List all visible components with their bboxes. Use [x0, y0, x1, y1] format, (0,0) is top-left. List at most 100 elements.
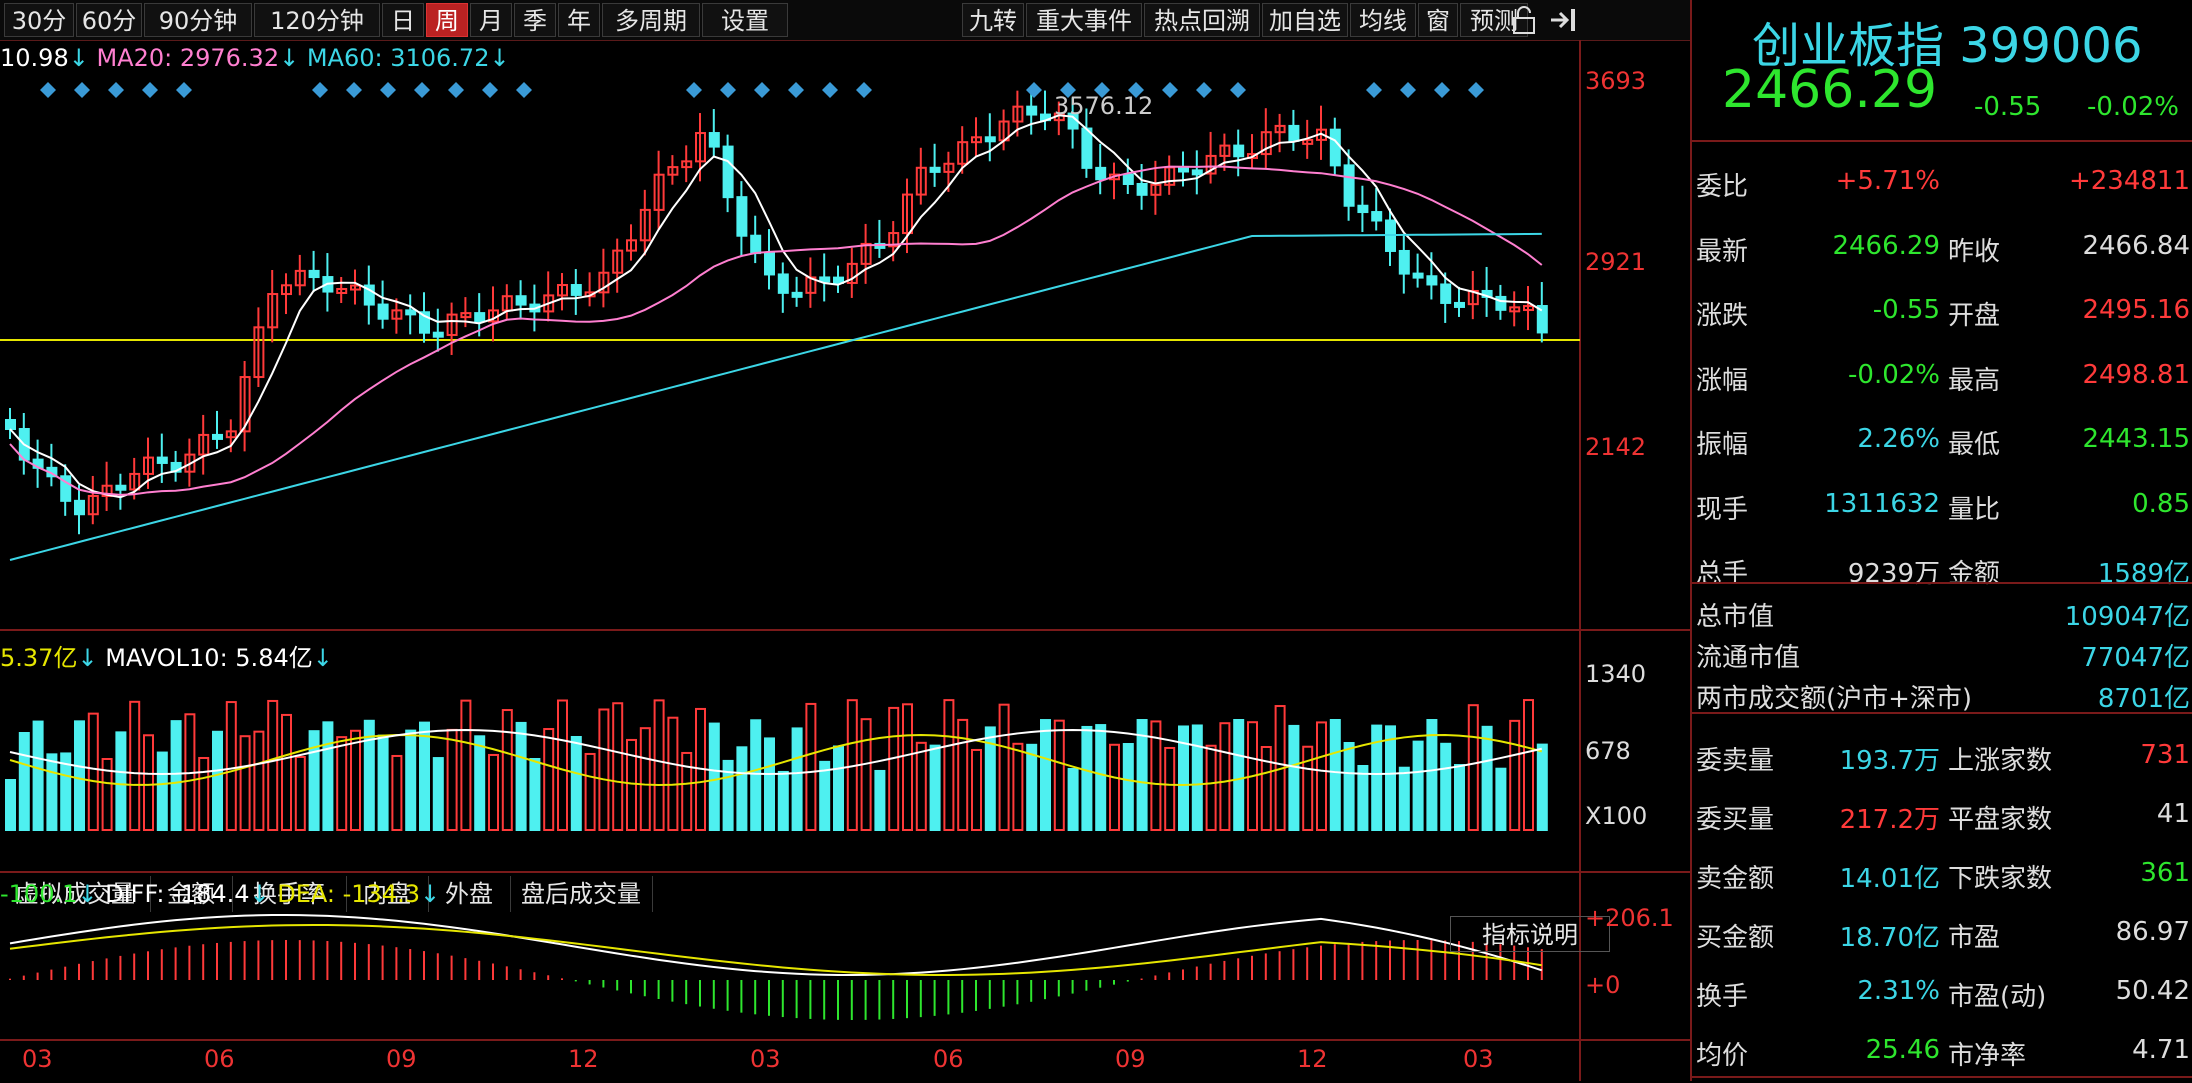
ma5-value: 10.98	[0, 44, 69, 72]
candle-body	[1026, 105, 1038, 116]
volume-bar	[777, 770, 789, 831]
lock-icon[interactable]	[1511, 6, 1537, 34]
signal-diamond-icon	[788, 82, 804, 98]
quote-value: 217.2万	[1839, 805, 1940, 835]
quote-value: 1589亿	[2097, 559, 2190, 589]
volume-bar	[515, 721, 527, 832]
period-tab[interactable]: 季	[514, 3, 556, 37]
candle-body	[653, 173, 665, 211]
volume-bar	[1316, 721, 1327, 832]
candle-body	[667, 166, 679, 176]
toolbar-button[interactable]: 热点回溯	[1144, 3, 1260, 37]
signal-diamond-icon	[448, 82, 464, 98]
quote-value: 86.97	[2115, 917, 2190, 947]
toolbar-button[interactable]: 预测	[1460, 3, 1528, 37]
quote-label: 涨幅	[1696, 365, 1749, 396]
exit-icon[interactable]	[1548, 6, 1578, 34]
period-tab[interactable]: 设置	[702, 3, 788, 37]
market-value: 77047亿	[2081, 643, 2190, 673]
volume-tab[interactable]: 换手率	[232, 876, 347, 912]
volume-bar	[1398, 766, 1410, 831]
candle-body	[267, 293, 279, 329]
quote-value: +5.71%	[1835, 166, 1940, 196]
toolbar-button[interactable]: 窗	[1418, 3, 1458, 37]
candle-body	[225, 430, 237, 439]
toolbar-button[interactable]: 加自选	[1262, 3, 1348, 37]
ma60-line	[9, 232, 1542, 561]
volume-tab[interactable]: 虚拟成交量	[0, 876, 151, 912]
quote-value: 41	[2156, 799, 2190, 829]
period-tab[interactable]: 日	[382, 3, 424, 37]
ma-legend: 10.98↓ MA20: 2976.32↓ MA60: 3106.72↓	[0, 44, 510, 72]
quote-value: -0.02%	[1848, 359, 1940, 390]
candle-body	[1205, 154, 1217, 175]
volume-bar	[1495, 767, 1507, 831]
volume-bar	[570, 735, 582, 832]
volume-bar	[584, 752, 596, 831]
candle-body	[336, 288, 348, 295]
quote-label: 市盈	[1948, 923, 2001, 953]
market-label: 总市值	[1696, 602, 1775, 632]
volume-tab[interactable]: 盘后成交量	[510, 876, 653, 912]
index-change-pct: -0.02%	[2087, 92, 2179, 122]
quote-row: 委卖量 193.7万 上涨家数 731	[1692, 724, 2192, 788]
macd-legend: -100.1↓ DIFF: -184.4↓ DEA: -134.3↓	[0, 880, 440, 908]
signal-diamond-icon	[754, 82, 770, 98]
candle-body	[1247, 153, 1258, 160]
quote-label: 上涨家数	[1948, 746, 2053, 776]
volume-bar	[1150, 720, 1162, 832]
volume-tab[interactable]: 金额	[150, 876, 233, 912]
market-row: 两市成交额(沪市+深市) 8701亿	[1692, 674, 2192, 714]
period-tab[interactable]: 30分	[4, 3, 74, 37]
period-tab[interactable]: 月	[470, 3, 512, 37]
period-tab[interactable]: 多周期	[602, 3, 700, 37]
indicator-help-button[interactable]: 指标说明	[1450, 916, 1610, 952]
volume-bar	[336, 736, 348, 832]
candle-body	[1343, 164, 1355, 207]
quote-value: 2466.29	[1832, 230, 1940, 261]
volume-bar	[1385, 725, 1396, 832]
toolbar-button[interactable]: 重大事件	[1026, 3, 1142, 37]
quote-label: 市盈(动)	[1948, 982, 2047, 1012]
signal-diamond-icon	[1060, 82, 1076, 98]
macd-axis-top: +206.1	[1585, 904, 1674, 932]
quote-label: 最新	[1696, 236, 1749, 267]
volume-bar	[267, 699, 279, 832]
chart-canvas[interactable]	[0, 40, 1690, 1081]
candle-body	[598, 271, 610, 294]
period-tab[interactable]: 90分钟	[144, 3, 252, 37]
price-axis-2921: 2921	[1585, 248, 1647, 276]
candle-body	[971, 136, 982, 144]
volume-bar	[1040, 719, 1051, 832]
signal-diamond-icon	[856, 82, 872, 98]
signal-diamond-icon	[40, 82, 56, 98]
volume-bar	[874, 769, 886, 832]
macd-value: -100.1	[0, 880, 78, 908]
toolbar-button[interactable]: 均线	[1350, 3, 1416, 37]
volume-bar	[1109, 743, 1120, 831]
candle-body	[184, 453, 196, 473]
volume-bar	[1164, 746, 1176, 831]
volume-tab[interactable]: 外盘	[428, 876, 511, 912]
volume-bar	[626, 738, 637, 831]
period-tab[interactable]: 60分	[76, 3, 142, 37]
period-tab[interactable]: 120分钟	[254, 3, 380, 37]
volume-bar	[419, 721, 430, 831]
volume-bar	[612, 702, 624, 832]
quote-row: 均价 25.46 市净率 4.71	[1692, 1019, 2192, 1083]
candle-body	[929, 166, 941, 173]
signal-diamond-icon	[1400, 82, 1416, 98]
toolbar-button[interactable]: 九转	[962, 3, 1024, 37]
quote-label: 换手	[1696, 982, 1749, 1012]
kline-chart[interactable]: 10.98↓ MA20: 2976.32↓ MA60: 3106.72↓ 369…	[0, 40, 1690, 1081]
diff-line	[9, 914, 1543, 976]
volume-bar	[198, 756, 210, 831]
volume-tab[interactable]: 内盘	[346, 876, 429, 912]
period-tab[interactable]: 年	[558, 3, 600, 37]
quote-row: 涨幅 -0.02% 最高 2498.81	[1692, 344, 2192, 408]
candle-body	[846, 262, 858, 284]
period-tab[interactable]: 周	[426, 3, 468, 37]
candle-body	[1150, 183, 1162, 196]
candle-body	[156, 456, 168, 464]
candle-body	[819, 276, 831, 283]
